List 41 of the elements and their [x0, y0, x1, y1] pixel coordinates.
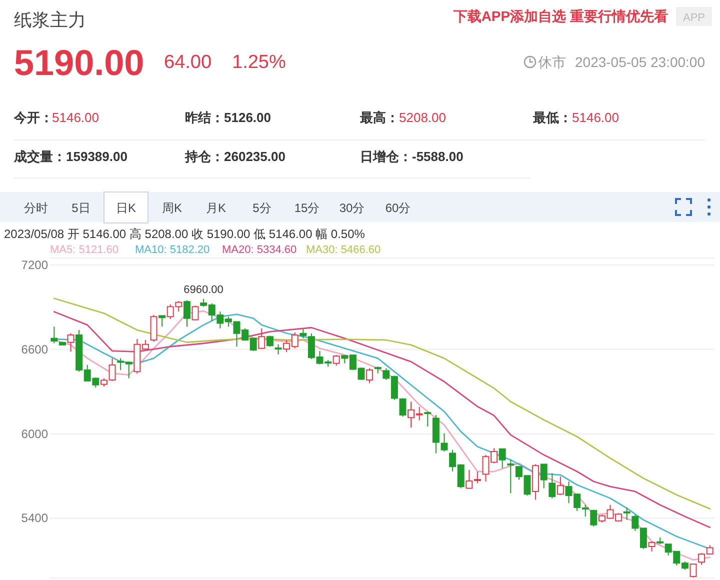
text: 日K	[116, 201, 136, 215]
text: 5126.00	[224, 110, 271, 125]
chart-subtitle: 2023/05/08 开 5146.00 高 5208.00 收 5190.00 低 5146.00 幅 0.50%	[4, 227, 366, 241]
y-tick-label: 6600	[21, 342, 48, 356]
chart-title: 纸浆主力	[14, 10, 86, 30]
text: 月K	[206, 201, 226, 215]
text: 60分	[385, 201, 411, 215]
text: 周K	[162, 201, 182, 215]
text: 最低：	[532, 110, 572, 125]
text: MA30: 5466.60	[306, 244, 381, 256]
text: 5日	[72, 201, 90, 215]
y-tick-label: 7200	[21, 258, 48, 272]
text: MA5: 5121.60	[50, 244, 118, 256]
y-tick-label: 5400	[21, 511, 48, 526]
text: 持仓：	[184, 149, 224, 164]
text: 2023-05-05 23:00:00	[575, 54, 706, 70]
text: 5190.00	[14, 42, 144, 83]
text: MA10: 5182.20	[135, 244, 210, 256]
y-tick-label: 6000	[21, 426, 48, 441]
text: 64.00	[164, 52, 212, 73]
text: 260235.00	[224, 149, 286, 164]
text: 159389.00	[66, 149, 128, 164]
text: MA20: 5334.60	[222, 244, 297, 256]
text: 15分	[294, 201, 320, 215]
annotation: 6960.00	[184, 284, 224, 296]
text: 下载APP添加自选 重要行情优先看	[452, 8, 668, 24]
text: 30分	[339, 201, 365, 215]
text: 分时	[24, 201, 48, 215]
text: 5146.00	[572, 110, 619, 125]
text: 昨结：	[185, 110, 224, 125]
text: 成交量：	[13, 149, 66, 164]
text: 1.25%	[232, 52, 286, 73]
candlestick	[300, 328, 307, 339]
text: 5分	[252, 201, 272, 215]
text: 最高：	[359, 110, 399, 125]
text: 5208.00	[399, 110, 446, 125]
text: 今开：	[13, 110, 53, 125]
text: -5588.00	[412, 149, 464, 164]
text: 5146.00	[52, 110, 99, 125]
text: 休市	[538, 54, 566, 70]
text: 日增仓：	[360, 149, 412, 164]
